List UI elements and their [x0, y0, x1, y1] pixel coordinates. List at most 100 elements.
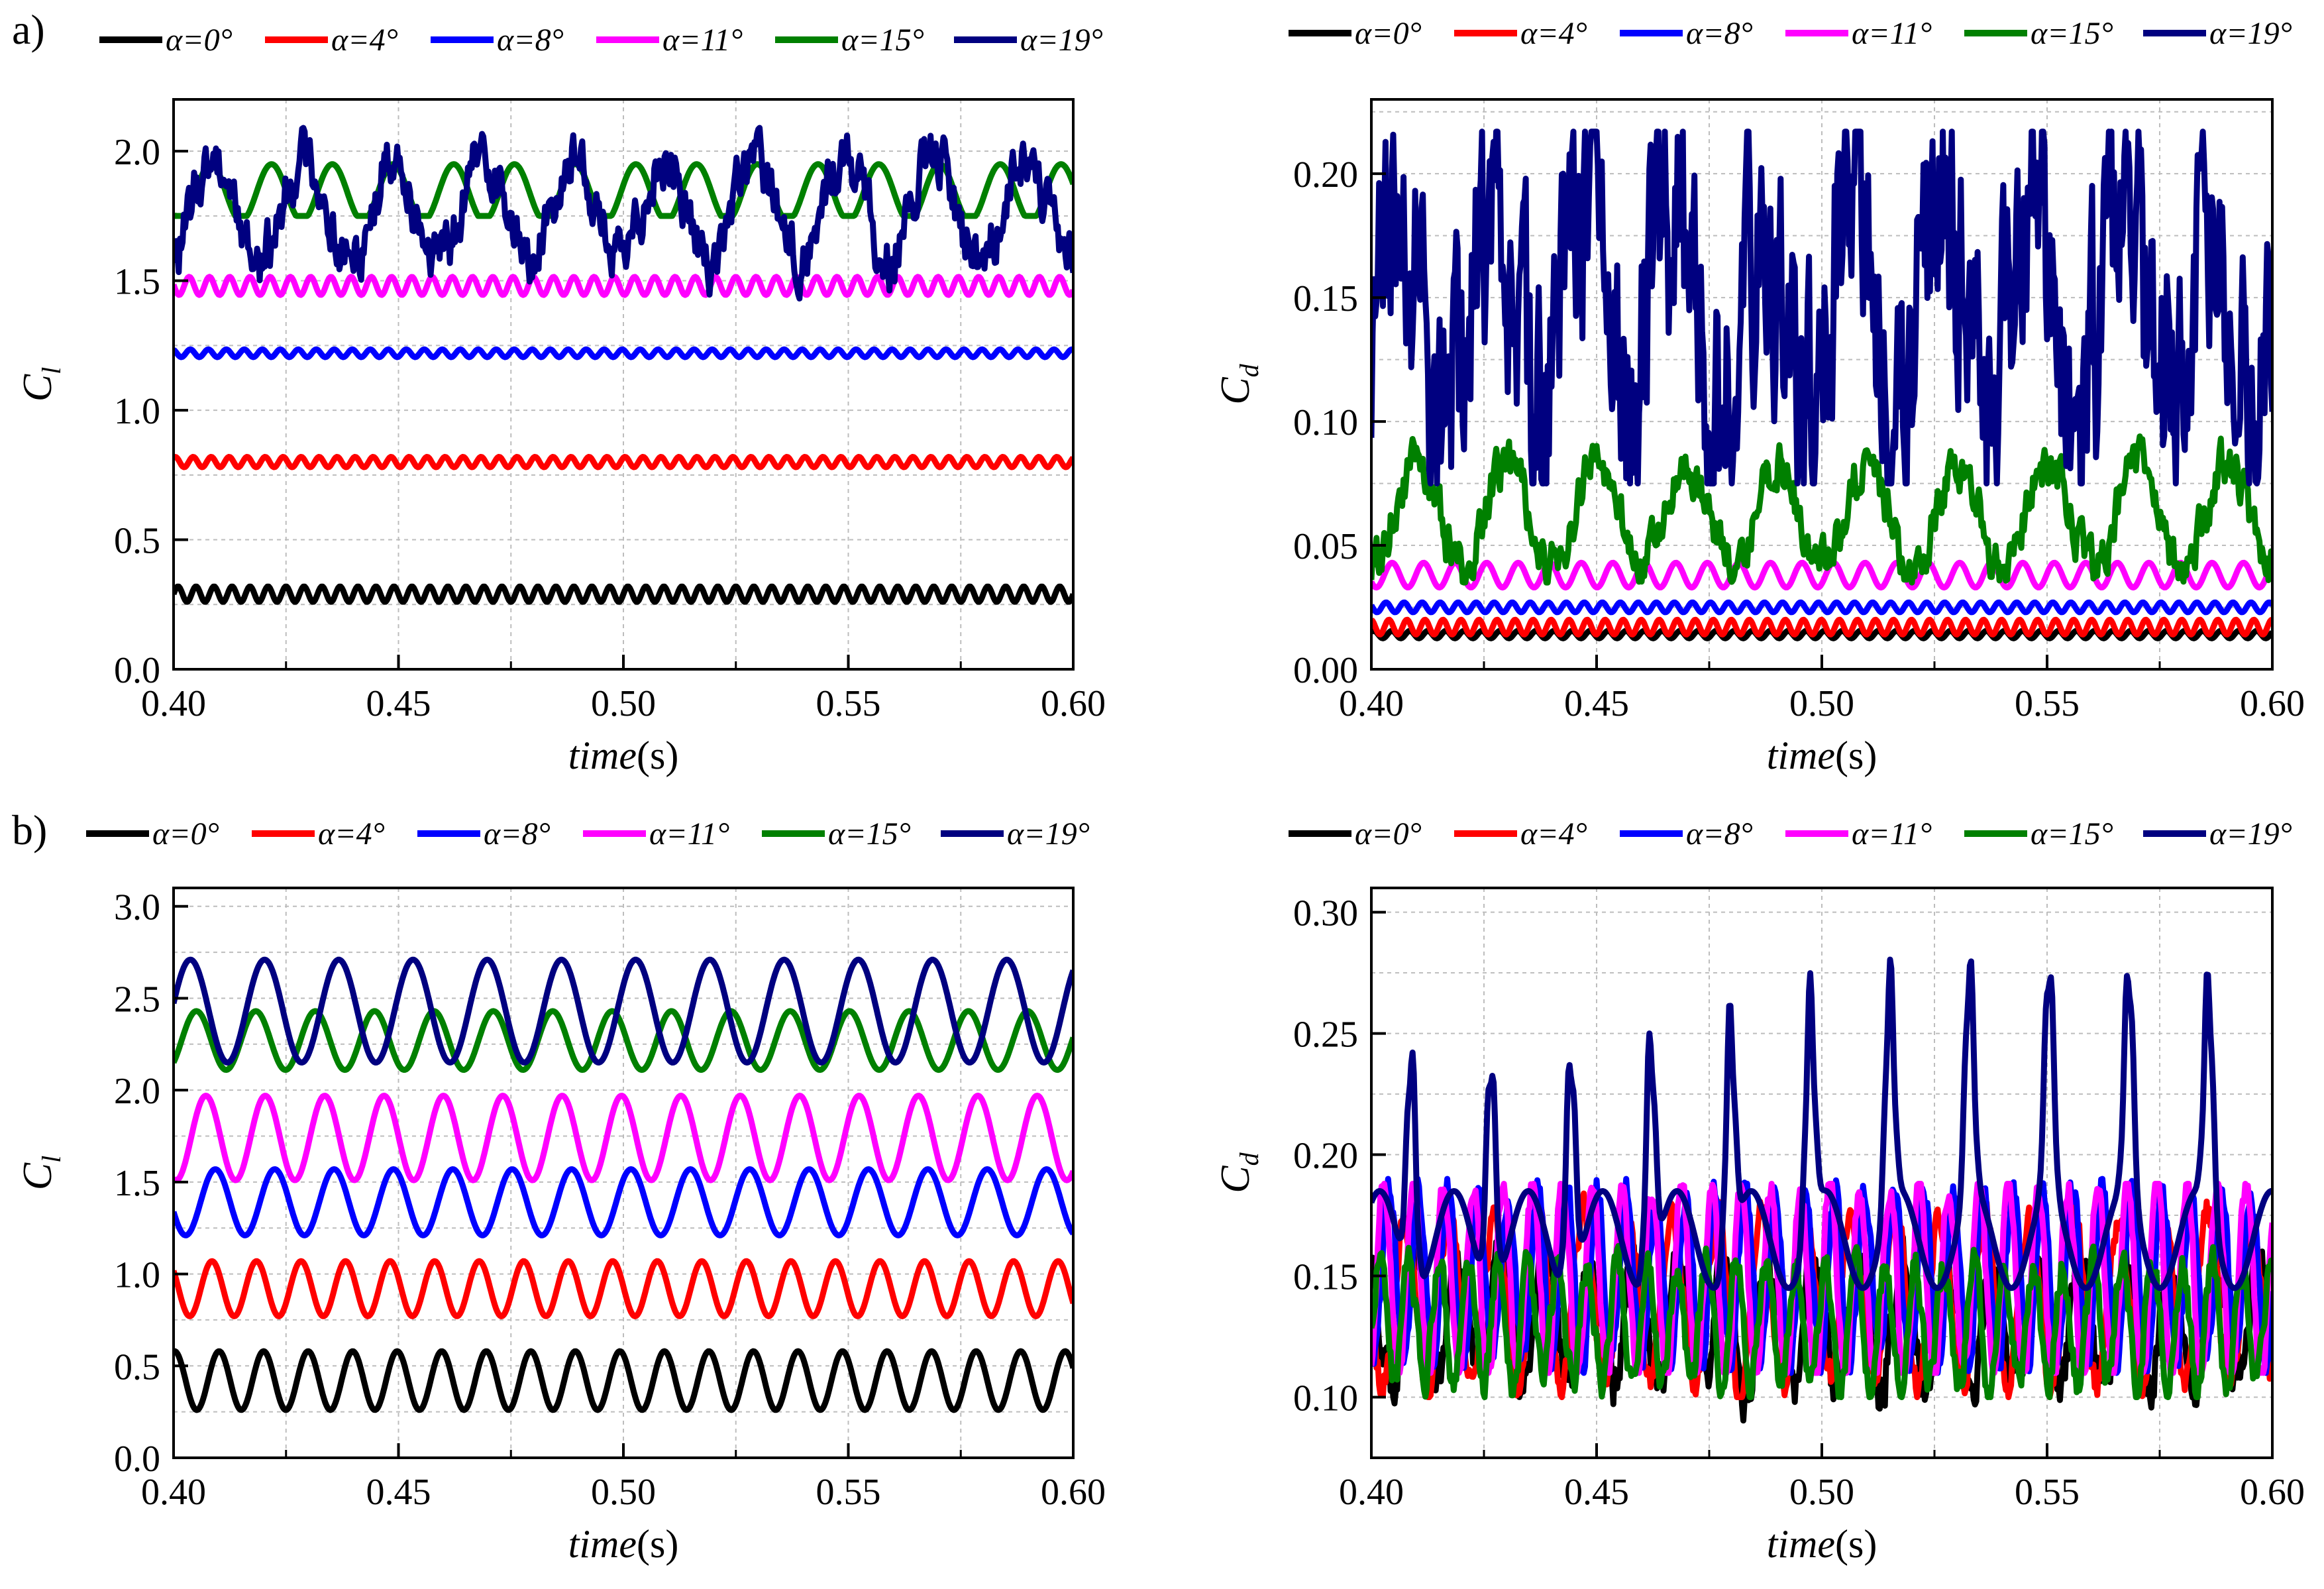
x-tick-label: 0.50 [591, 1472, 656, 1513]
series-line-2 [1371, 599, 2272, 616]
y-tick-label: 0.05 [1293, 526, 1358, 567]
y-tick-label: 1.5 [114, 262, 160, 303]
chart-a-cd: 0.40 0.45 0.50 0.55 0.60 0.00 0.05 0.10 0.15 0.20… [1213, 16, 2305, 777]
legend-label-3: α=11° [649, 816, 729, 851]
series-line-1 [174, 454, 1073, 470]
x-axis-label: time(s) [568, 734, 679, 777]
y-tick-label: 0.5 [114, 1346, 160, 1388]
legend-label-1: α=4° [1520, 816, 1587, 851]
legend-label-0: α=0° [1355, 16, 1422, 51]
y-tick-label: 1.0 [114, 1255, 160, 1296]
legend-label-0: α=0° [152, 816, 219, 851]
legend-label-3: α=11° [662, 23, 743, 58]
x-tick-label: 0.50 [591, 683, 656, 724]
series-line-3 [174, 1093, 1073, 1183]
y-tick-label: 1.0 [114, 391, 160, 432]
legend-label-1: α=4° [331, 23, 398, 58]
y-tick-label: 0.30 [1293, 893, 1358, 934]
x-tick-label: 0.45 [366, 1472, 431, 1513]
series-line-5 [1371, 956, 2272, 1291]
series-line-5 [174, 956, 1073, 1066]
legend-label-1: α=4° [318, 816, 385, 851]
x-axis-label: time(s) [568, 1522, 679, 1566]
y-tick-label: 0.10 [1293, 402, 1358, 443]
legend-label-2: α=8° [1686, 816, 1753, 851]
legend-label-0: α=0° [1355, 816, 1422, 851]
series-line-4 [1371, 433, 2272, 586]
x-axis-label: time(s) [1767, 734, 1877, 777]
x-tick-label: 0.45 [1564, 1472, 1629, 1513]
legend-label-4: α=15° [2031, 816, 2113, 851]
y-tick-label: 0.20 [1293, 1136, 1358, 1177]
series-line-1 [174, 1258, 1073, 1319]
legend-label-0: α=0° [166, 23, 233, 58]
panel-label-a: a) [12, 6, 45, 53]
series-line-2 [174, 1166, 1073, 1238]
x-tick-label: 0.55 [816, 683, 881, 724]
series-line-3 [1371, 559, 2272, 591]
y-tick-label: 2.0 [114, 1071, 160, 1112]
legend-label-4: α=15° [828, 816, 911, 851]
panel-label-b: b) [12, 806, 48, 853]
series-line-5 [1371, 129, 2272, 487]
series-line-5 [174, 125, 1073, 301]
legend-label-5: α=19° [1020, 23, 1103, 58]
x-tick-label: 0.50 [1789, 1472, 1854, 1513]
x-tick-label: 0.45 [1564, 683, 1629, 724]
x-tick-label: 0.50 [1789, 683, 1854, 724]
legend-label-1: α=4° [1520, 16, 1587, 51]
y-axis-label: Cl [15, 1156, 66, 1190]
x-tick-label: 0.40 [141, 683, 206, 724]
x-tick-label: 0.45 [366, 683, 431, 724]
x-tick-label: 0.60 [2240, 1472, 2305, 1513]
legend-label-4: α=15° [2031, 16, 2113, 51]
x-tick-label: 0.60 [2240, 683, 2305, 724]
x-tick-label: 0.55 [2015, 1472, 2080, 1513]
y-tick-label: 0.0 [114, 1439, 160, 1480]
legend-label-3: α=11° [1852, 16, 1932, 51]
y-axis-label: Cl [15, 367, 66, 402]
legend-label-5: α=19° [2209, 816, 2292, 851]
y-tick-label: 2.5 [114, 979, 160, 1020]
y-tick-label: 0.15 [1293, 278, 1358, 319]
series-line-1 [1371, 616, 2272, 637]
series-group [174, 956, 1073, 1413]
chart-b-cd: 0.40 0.45 0.50 0.55 0.60 0.10 0.15 0.20 0.25 0.30… [1213, 816, 2305, 1566]
series-group [174, 125, 1073, 605]
y-axis-label: Cd [1213, 1152, 1264, 1193]
legend-label-2: α=8° [1686, 16, 1753, 51]
series-group [1371, 956, 2272, 1424]
y-tick-label: 0.00 [1293, 650, 1358, 691]
x-tick-label: 0.60 [1041, 683, 1106, 724]
series-line-4 [174, 161, 1073, 219]
legend: α=0° α=4° α=8° α=11° α=15° α=19° [1289, 16, 2292, 51]
x-axis-label: time(s) [1767, 1522, 1877, 1566]
legend: α=0° α=4° α=8° α=11° α=15° α=19° [86, 816, 1090, 851]
chart-b-cl: 0.40 0.45 0.50 0.55 0.60 0.0 0.5 1.0 1.5 2.0 2.5 3.… [15, 816, 1106, 1566]
y-tick-label: 0.20 [1293, 154, 1358, 195]
y-tick-label: 0.5 [114, 521, 160, 562]
y-tick-label: 0.25 [1293, 1014, 1358, 1056]
series-line-2 [174, 346, 1073, 360]
x-tick-label: 0.40 [1339, 1472, 1404, 1513]
y-tick-label: 2.0 [114, 132, 160, 173]
chart-a-cl: 0.40 0.45 0.50 0.55 0.60 0.0 0.5 1.0 1.5 2.0 time(… [15, 23, 1106, 777]
series-line-4 [1371, 1242, 2272, 1400]
x-tick-label: 0.40 [141, 1472, 206, 1513]
x-tick-label: 0.55 [2015, 683, 2080, 724]
y-tick-label: 3.0 [114, 887, 160, 928]
x-tick-label: 0.55 [816, 1472, 881, 1513]
legend-label-5: α=19° [1007, 816, 1090, 851]
legend-label-2: α=8° [484, 816, 551, 851]
legend-label-5: α=19° [2209, 16, 2292, 51]
x-tick-label: 0.60 [1041, 1472, 1106, 1513]
legend: α=0° α=4° α=8° α=11° α=15° α=19° [99, 23, 1103, 58]
legend-label-2: α=8° [497, 23, 564, 58]
series-group [1371, 129, 2272, 641]
y-tick-label: 0.0 [114, 650, 160, 691]
series-line-3 [174, 274, 1073, 298]
y-tick-label: 0.15 [1293, 1257, 1358, 1298]
y-tick-label: 0.10 [1293, 1378, 1358, 1419]
series-line-0 [174, 583, 1073, 605]
